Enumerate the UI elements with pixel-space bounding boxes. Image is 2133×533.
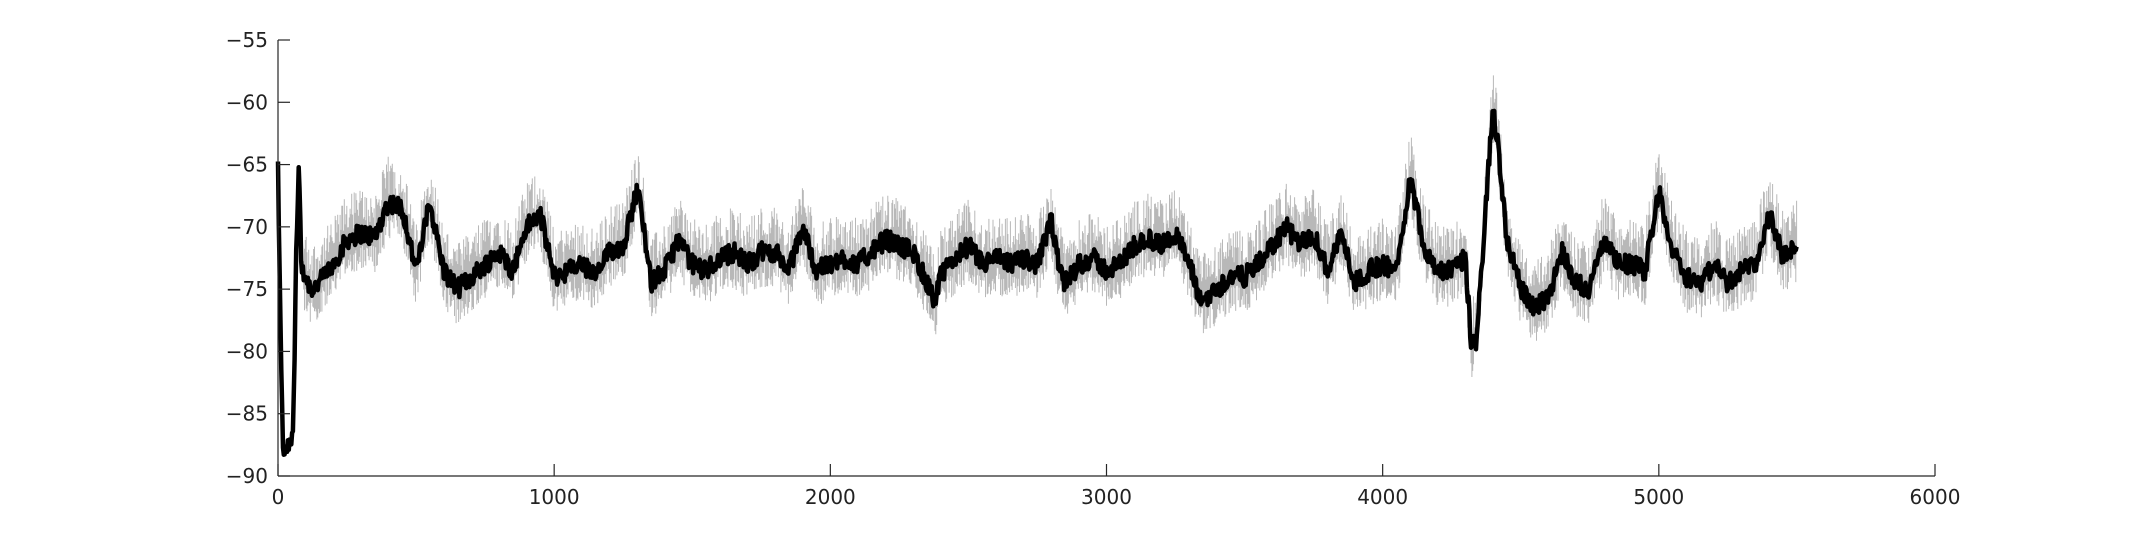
x-tick-label: 0 (272, 485, 285, 509)
y-axis-ticks: −90 −85 −80 −75 −70 −65 −60 −55 (226, 28, 290, 488)
x-tick-label: 2000 (805, 485, 856, 509)
x-tick-label: 5000 (1633, 485, 1684, 509)
y-tick-label: −60 (226, 90, 268, 114)
y-tick-label: −75 (226, 277, 268, 301)
x-tick-label: 1000 (529, 485, 580, 509)
x-tick-label: 6000 (1910, 485, 1961, 509)
series-line (275, 108, 1799, 457)
x-tick-label: 3000 (1081, 485, 1132, 509)
y-tick-label: −90 (226, 464, 268, 488)
x-axis-ticks: 0 1000 2000 3000 4000 5000 6000 (272, 464, 1961, 509)
y-tick-label: −85 (226, 402, 268, 426)
series-layer (275, 108, 1799, 457)
y-tick-label: −80 (226, 339, 268, 363)
y-tick-label: −70 (226, 215, 268, 239)
y-tick-label: −55 (226, 28, 268, 52)
y-tick-label: −65 (226, 153, 268, 177)
x-tick-label: 4000 (1357, 485, 1408, 509)
